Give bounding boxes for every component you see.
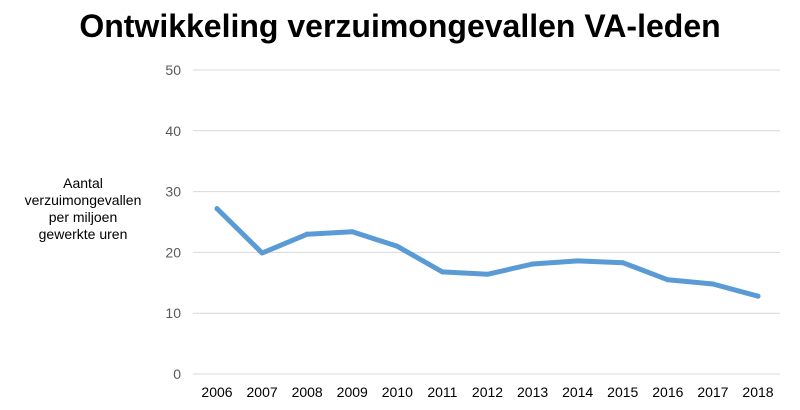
x-tick-label: 2010 [382, 384, 413, 400]
x-tick-label: 2013 [517, 384, 548, 400]
data-point [710, 281, 716, 287]
data-point [214, 206, 220, 212]
data-point [620, 260, 626, 266]
y-tick-label: 20 [165, 244, 181, 260]
x-tick-label: 2007 [247, 384, 278, 400]
y-tick-label: 40 [165, 123, 181, 139]
x-tick-label: 2017 [697, 384, 728, 400]
chart-title: Ontwikkeling verzuimongevallen VA-leden [79, 8, 721, 44]
y-tick-label: 30 [165, 184, 181, 200]
data-point [394, 243, 400, 249]
gridlines [193, 69, 780, 375]
data-point [349, 229, 355, 235]
data-point [575, 258, 581, 264]
data-point [259, 250, 265, 256]
x-tick-label: 2014 [562, 384, 593, 400]
x-tick-label: 2016 [652, 384, 683, 400]
x-tick-label: 2012 [472, 384, 503, 400]
data-point [665, 277, 671, 283]
data-point [304, 231, 310, 237]
y-tick-label: 50 [165, 62, 181, 78]
y-tick-labels: 0 10 20 30 40 50 [165, 62, 181, 382]
x-tick-label: 2018 [742, 384, 773, 400]
y-tick-label: 10 [165, 305, 181, 321]
y-tick-label: 0 [173, 366, 181, 382]
y-axis-label-line: Aantal [63, 175, 103, 191]
series [214, 206, 761, 299]
x-tick-label: 2008 [292, 384, 323, 400]
y-axis-label-line: per miljoen [48, 209, 118, 225]
y-axis-label-line: verzuimongevallen [24, 192, 142, 208]
x-tick-label: 2006 [201, 384, 232, 400]
x-tick-label: 2015 [607, 384, 638, 400]
y-axis-label: Aantal verzuimongevallen per miljoen gew… [8, 175, 158, 243]
x-tick-label: 2009 [337, 384, 368, 400]
y-axis-label-line: gewerkte uren [38, 226, 128, 242]
data-point [530, 261, 536, 267]
data-point [439, 269, 445, 275]
x-tick-label: 2011 [427, 384, 457, 400]
x-tick-labels: 2006 2007 2008 2009 2010 2011 2012 2013 2014 2015… [201, 384, 773, 400]
data-point [485, 271, 490, 277]
data-point [755, 293, 761, 299]
